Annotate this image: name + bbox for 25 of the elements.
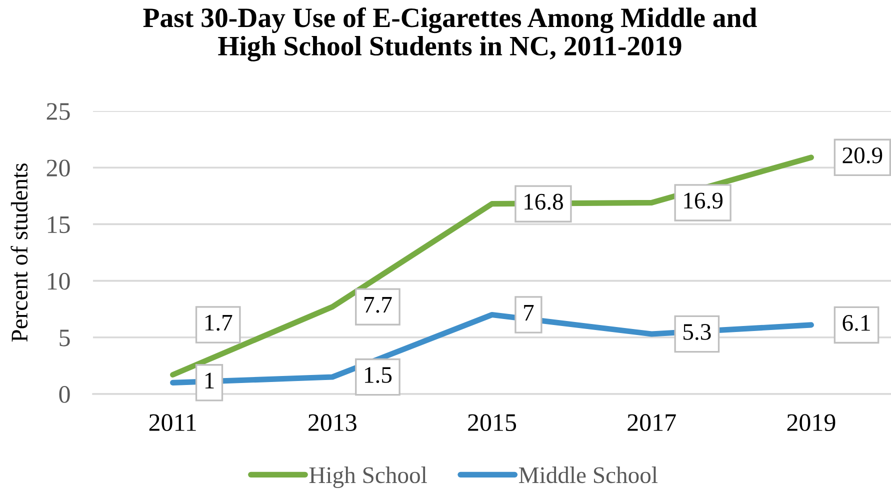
data-label: 1.5	[365, 367, 392, 384]
data-label: 6.1	[842, 314, 870, 331]
y-tick-label: 20	[46, 160, 70, 177]
chart-title: Past 30-Day Use of E-Cigarettes Among Middle and High School Students in NC, 2011-2019	[143, 7, 757, 62]
data-label: 20.9	[842, 147, 882, 164]
y-tick-label: 0	[59, 386, 70, 403]
data-label: 5.3	[684, 324, 711, 340]
data-label: 7.7	[364, 297, 392, 313]
data-label: 1	[205, 372, 214, 388]
data-label: 1.7	[205, 314, 232, 331]
x-tick-label: 2017	[628, 414, 676, 432]
legend-label: Middle School	[518, 466, 658, 484]
y-tick-label: 5	[60, 330, 70, 346]
data-label: 16.8	[524, 194, 563, 210]
x-tick-label: 2019	[787, 414, 836, 432]
y-axis-title: Percent of students	[10, 164, 28, 342]
x-tick-label: 2015	[468, 414, 516, 432]
y-tick-label: 15	[48, 216, 70, 234]
data-label: 16.9	[684, 192, 723, 209]
data-label: 7	[524, 304, 534, 320]
y-tick-label: 10	[48, 272, 70, 290]
y-tick-label: 25	[46, 103, 70, 120]
x-tick-label: 2013	[308, 414, 356, 432]
x-tick-label: 2011	[149, 414, 196, 432]
legend-label: High School	[309, 466, 427, 488]
